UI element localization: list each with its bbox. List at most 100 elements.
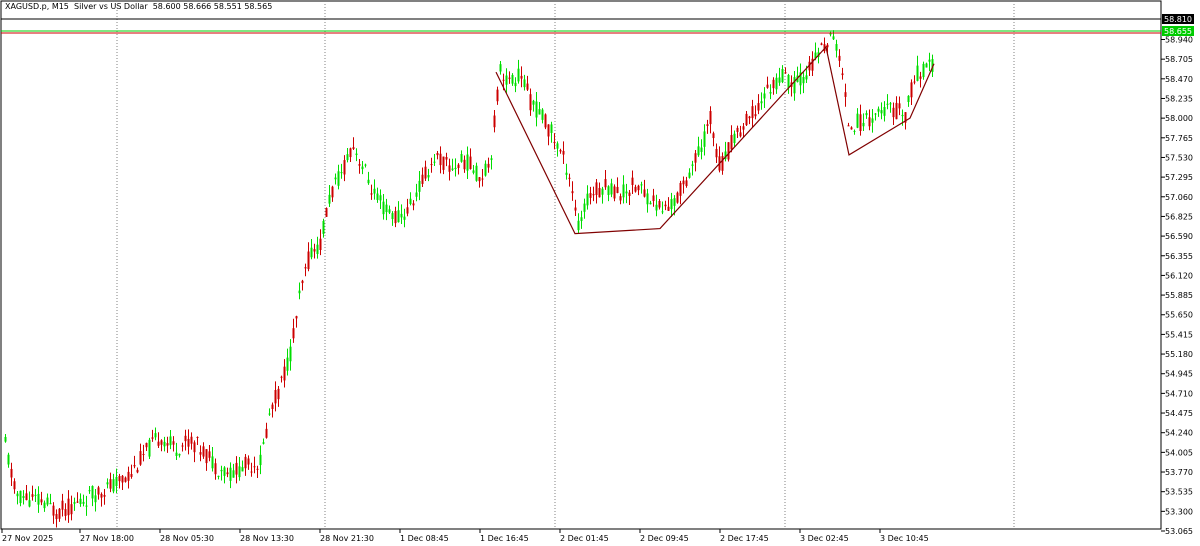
candle-body	[229, 467, 232, 481]
candle-body	[94, 495, 97, 503]
candle-body	[811, 58, 814, 71]
candle-body	[238, 466, 241, 478]
candle-body	[319, 238, 322, 250]
candle-body	[211, 456, 214, 469]
candle-body	[772, 79, 775, 89]
candle-body	[580, 217, 583, 222]
candle-body	[235, 462, 238, 475]
candle-body	[910, 82, 913, 98]
candle-body	[268, 413, 271, 415]
candle-body	[490, 158, 493, 160]
candle-body	[427, 175, 430, 178]
candle-body	[802, 76, 805, 84]
candle-body	[439, 153, 442, 166]
candle-body	[502, 79, 505, 81]
candle-body	[271, 404, 274, 409]
price-tick-label: 58.705	[1165, 55, 1193, 64]
candle-body	[256, 468, 259, 470]
candle-body	[664, 204, 667, 207]
candle-body	[73, 502, 76, 504]
candle-body	[403, 216, 406, 220]
candle-body	[343, 160, 346, 175]
candle-body	[67, 498, 70, 516]
candle-body	[781, 69, 784, 83]
candle-body	[304, 267, 307, 269]
candle-body	[730, 134, 733, 150]
candle-body	[631, 177, 634, 185]
candle-body	[634, 186, 637, 192]
candle-body	[208, 451, 211, 458]
candle-body	[784, 72, 787, 74]
time-tick-label: 3 Dec 02:45	[800, 534, 849, 543]
candle-body	[28, 500, 31, 507]
candle-body	[64, 509, 67, 516]
candle-body	[397, 210, 400, 223]
candle-body	[289, 346, 292, 362]
candle-body	[91, 486, 94, 499]
price-tick-label: 57.765	[1165, 134, 1193, 143]
candle-body	[463, 159, 466, 170]
price-tick-label: 53.535	[1165, 488, 1193, 497]
candle-body	[574, 207, 577, 211]
candle-body	[55, 513, 58, 520]
candle-body	[481, 178, 484, 180]
candle-body	[445, 157, 448, 160]
candle-body	[754, 114, 757, 117]
candle-body	[415, 192, 418, 197]
candle-body	[532, 100, 535, 105]
candle-body	[649, 202, 652, 205]
price-tick-label: 56.590	[1165, 232, 1193, 241]
candle-body	[766, 84, 769, 88]
candle-body	[898, 103, 901, 109]
candle-body	[925, 63, 928, 68]
candle-body	[859, 114, 862, 132]
candle-body	[448, 165, 451, 172]
candle-body	[382, 201, 385, 215]
candle-body	[715, 148, 718, 158]
candle-body	[553, 141, 556, 144]
ohlc-values: 58.600 58.666 58.551 58.565	[152, 2, 273, 11]
candle-body	[466, 154, 469, 171]
symbol-description: Silver vs US Dollar	[74, 2, 148, 11]
candle-body	[286, 357, 289, 371]
candle-body	[757, 103, 760, 111]
candle-body	[520, 75, 523, 79]
candle-body	[712, 133, 715, 139]
candle-body	[865, 113, 868, 116]
candle-body	[625, 191, 628, 194]
candle-body	[652, 195, 655, 202]
candle-body	[19, 490, 22, 504]
candle-body	[787, 74, 790, 89]
symbol-label: XAGUSD.p, M15	[5, 2, 69, 11]
candle-body	[52, 505, 55, 516]
candle-body	[835, 44, 838, 51]
candle-body	[4, 436, 7, 442]
candle-body	[220, 469, 223, 472]
candle-body	[70, 504, 73, 515]
candle-body	[97, 487, 100, 495]
candle-body	[550, 124, 553, 133]
candle-body	[82, 501, 85, 504]
candle-body	[34, 494, 37, 496]
candle-body	[361, 166, 364, 170]
candle-body	[43, 502, 46, 509]
candle-body	[163, 441, 166, 447]
candle-body	[691, 164, 694, 166]
candle-body	[400, 213, 403, 218]
candle-body	[433, 161, 436, 163]
price-tick-label: 58.000	[1165, 114, 1193, 123]
candle-body	[673, 198, 676, 206]
candle-body	[145, 442, 148, 448]
candle-body	[241, 467, 244, 472]
candle-body	[454, 167, 457, 170]
candle-body	[610, 183, 613, 195]
price-tick-label: 56.120	[1165, 271, 1193, 280]
price-axis: 58.940 58.705 58.470 58.235 58.000 57.765 57.5…	[1161, 36, 1193, 536]
candle-body	[172, 441, 175, 445]
candle-body	[667, 206, 670, 211]
current-price-tag	[1162, 26, 1194, 36]
candle-body	[214, 463, 217, 475]
candle-body	[460, 154, 463, 162]
candle-body	[589, 193, 592, 198]
